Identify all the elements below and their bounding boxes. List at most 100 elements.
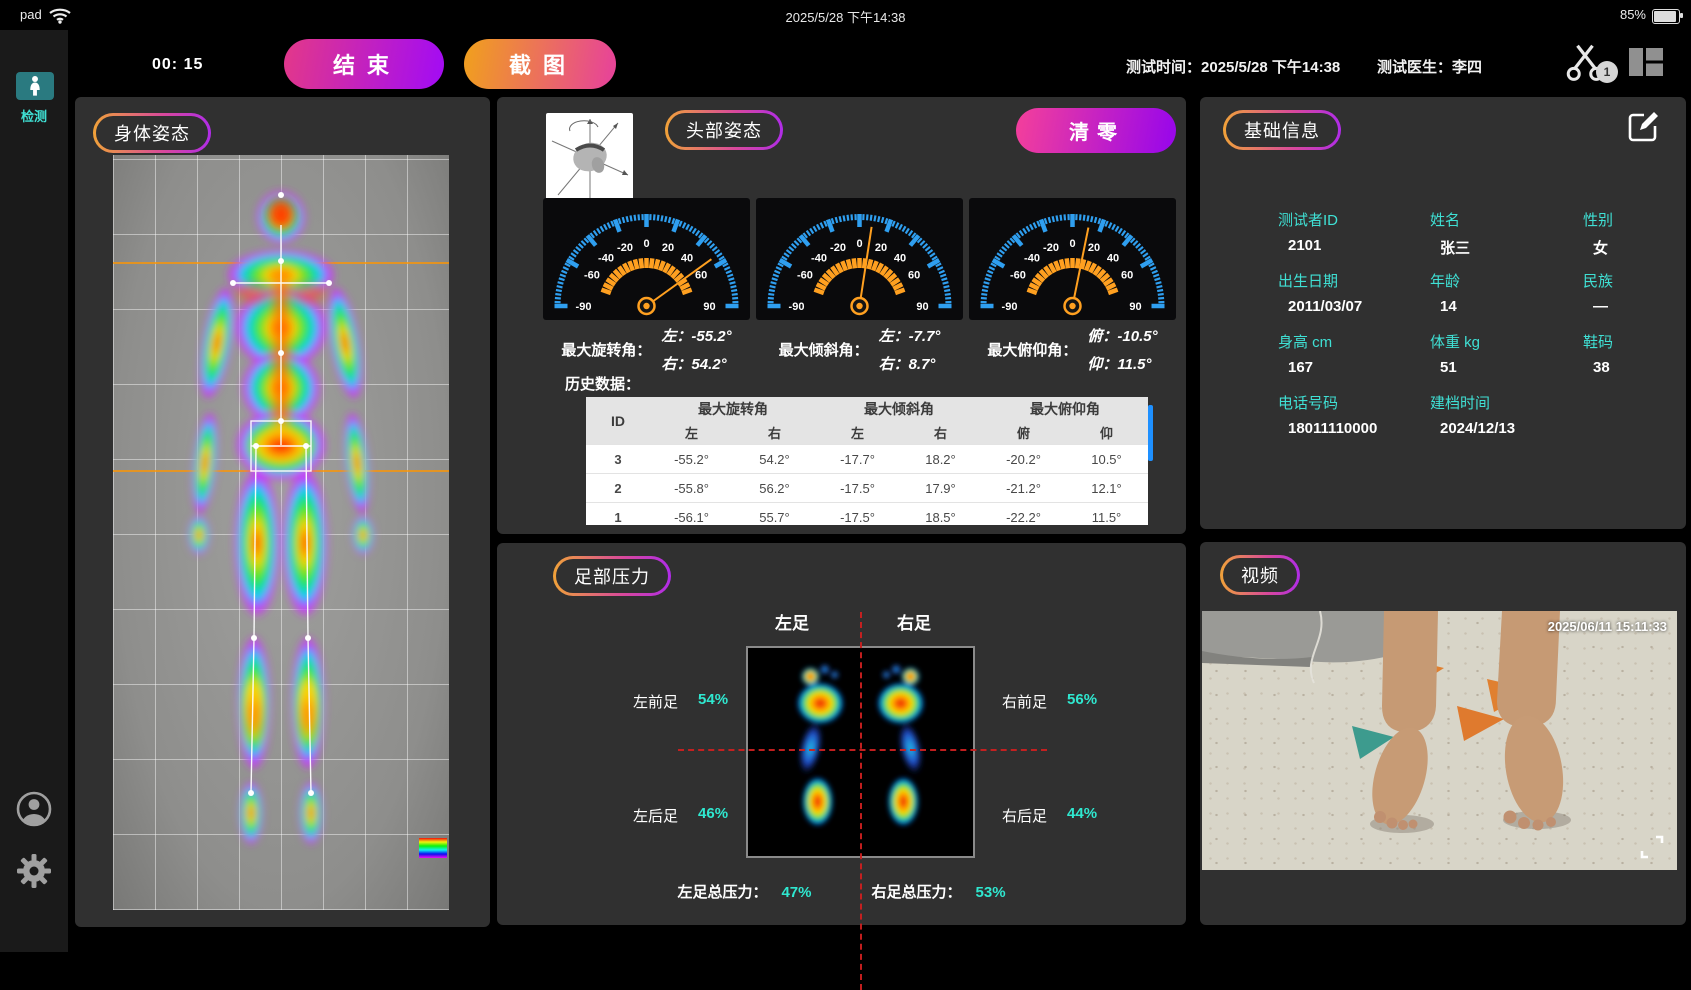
history-data-label: 历史数据：: [565, 373, 640, 394]
info-field-value: 2024/12/13: [1440, 420, 1515, 437]
head-axes-diagram: [546, 113, 633, 208]
svg-text:-90: -90: [576, 301, 592, 313]
body-posture-title: 身体姿态: [93, 113, 211, 153]
svg-text:40: 40: [681, 253, 693, 265]
left-forefoot-readout: 左前足 54%: [633, 691, 728, 712]
svg-text:-60: -60: [797, 270, 813, 282]
max-rotation-readout: 最大旋转角： 左：-55.2°右：54.2°: [543, 325, 750, 374]
info-field-label: 测试者ID: [1278, 209, 1338, 230]
svg-text:90: 90: [703, 301, 715, 313]
layout-grid-icon[interactable]: [1628, 44, 1664, 80]
svg-text:60: 60: [908, 270, 920, 282]
max-tilt-readout: 最大倾斜角： 左：-7.7°右：8.7°: [756, 325, 963, 374]
history-table-scrollbar[interactable]: [1148, 405, 1153, 461]
test-time: 测试时间：2025/5/28 下午14:38: [1126, 56, 1340, 77]
info-field-label: 出生日期: [1278, 270, 1338, 291]
body-posture-panel: 身体姿态: [75, 97, 490, 927]
sidebar-item-detect[interactable]: [16, 72, 54, 100]
color-scale-strip: [419, 838, 447, 858]
info-field-value: 14: [1440, 298, 1457, 315]
svg-text:-60: -60: [1010, 270, 1026, 282]
video-scene: [1202, 611, 1677, 870]
info-field-value: 51: [1440, 359, 1457, 376]
toolbar: 00: 15 结束 截图 测试时间：2025/5/28 下午14:38 测试医生…: [68, 30, 1691, 97]
reset-button[interactable]: 清零: [1016, 108, 1176, 153]
svg-text:-20: -20: [830, 242, 846, 254]
basic-info-title: 基础信息: [1223, 110, 1341, 150]
info-field-label: 鞋码: [1583, 331, 1613, 352]
screenshot-button[interactable]: 截图: [464, 39, 616, 89]
sidebar-item-detect-label: 检测: [0, 106, 68, 125]
left-foot-label: 左足: [775, 609, 809, 634]
info-field-label: 性别: [1583, 209, 1613, 230]
video-feed[interactable]: 2025/06/11 15:11:33: [1202, 611, 1677, 870]
svg-text:-60: -60: [584, 270, 600, 282]
svg-text:60: 60: [1121, 270, 1133, 282]
edit-icon[interactable]: [1626, 108, 1662, 144]
user-profile-icon[interactable]: [15, 790, 53, 828]
svg-text:-40: -40: [598, 253, 614, 265]
svg-text:60: 60: [695, 270, 707, 282]
total-pressure-readouts: 左足总压力：47% 右足总压力：53%: [497, 881, 1186, 902]
info-field-value: —: [1593, 298, 1608, 315]
svg-text:0: 0: [856, 238, 862, 250]
foot-pressure-title: 足部压力: [553, 556, 671, 596]
info-field-value: 张三: [1440, 237, 1470, 258]
info-field-value: 女: [1593, 237, 1608, 258]
sidebar: 检测: [0, 30, 68, 952]
info-field-label: 电话号码: [1278, 392, 1338, 413]
svg-text:-40: -40: [1024, 253, 1040, 265]
info-field-label: 年龄: [1430, 270, 1460, 291]
left-total-pressure: 左足总压力：47%: [677, 881, 811, 902]
svg-text:90: 90: [916, 301, 928, 313]
svg-text:0: 0: [1069, 238, 1075, 250]
svg-text:20: 20: [662, 242, 674, 254]
max-pitch-readout: 最大俯仰角： 俯：-10.5°仰：11.5°: [969, 325, 1176, 374]
right-foot-label: 右足: [897, 609, 931, 634]
right-rearfoot-readout: 右后足 44%: [1002, 805, 1097, 826]
settings-gear-icon[interactable]: [15, 852, 53, 890]
end-button[interactable]: 结束: [284, 39, 444, 89]
head-posture-title: 头部姿态: [665, 110, 783, 150]
svg-text:40: 40: [1107, 253, 1119, 265]
svg-text:40: 40: [894, 253, 906, 265]
person-icon: [28, 75, 42, 97]
history-row: 2-55.8°56.2°-17.5°17.9°-21.2°12.1°: [586, 474, 1148, 503]
info-field-value: 2101: [1288, 237, 1321, 254]
svg-text:-90: -90: [789, 301, 805, 313]
left-rearfoot-readout: 左后足 46%: [633, 805, 728, 826]
right-forefoot-readout: 右前足 56%: [1002, 691, 1097, 712]
svg-text:-20: -20: [1043, 242, 1059, 254]
video-panel: 视频 2025/06/11 15:1: [1200, 542, 1686, 925]
info-field-value: 38: [1593, 359, 1610, 376]
video-title: 视频: [1220, 555, 1300, 595]
svg-text:20: 20: [875, 242, 887, 254]
history-row: 3-55.2°54.2°-17.7°18.2°-20.2°10.5°: [586, 445, 1148, 474]
fullscreen-expand-icon[interactable]: [1639, 834, 1665, 860]
svg-text:-90: -90: [1002, 301, 1018, 313]
info-field-value: 18011110000: [1288, 420, 1377, 437]
history-row: 1-56.1°55.7°-17.5°18.5°-22.2°11.5°: [586, 503, 1148, 526]
info-field-label: 建档时间: [1430, 392, 1490, 413]
info-field-label: 民族: [1583, 270, 1613, 291]
svg-text:0: 0: [643, 238, 649, 250]
right-total-pressure: 右足总压力：53%: [872, 881, 1006, 902]
battery-icon: [1652, 9, 1680, 24]
body-thermal-view: [113, 155, 449, 910]
svg-text:-20: -20: [617, 242, 633, 254]
session-timer: 00: 15: [152, 56, 203, 74]
test-doctor: 测试医生：李四: [1377, 56, 1482, 77]
info-field-value: 2011/03/07: [1288, 298, 1362, 315]
svg-text:20: 20: [1088, 242, 1100, 254]
video-timestamp: 2025/06/11 15:11:33: [1548, 619, 1667, 634]
battery-percent: 85%: [1600, 7, 1646, 22]
status-bar: pad 2025/5/28 下午14:38 85%: [0, 0, 1691, 30]
info-field-label: 身高 cm: [1278, 331, 1332, 352]
